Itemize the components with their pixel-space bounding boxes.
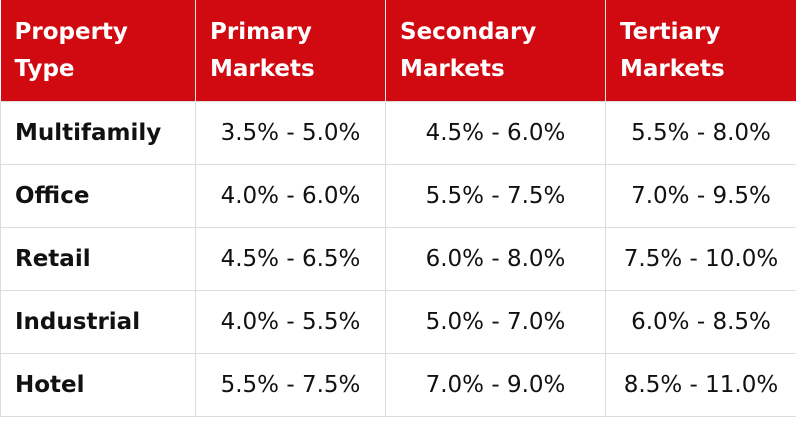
cap-rate-cell: 6.0% - 8.5% bbox=[605, 290, 796, 354]
cap-rate-cell: 6.0% - 8.0% bbox=[385, 227, 606, 291]
cap-rate-cell: 4.0% - 5.5% bbox=[195, 290, 386, 354]
table-row: Multifamily 3.5% - 5.0% 4.5% - 6.0% 5.5% - … bbox=[0, 101, 796, 165]
cap-rate-cell: 4.0% - 6.0% bbox=[195, 164, 386, 228]
cap-rate-cell: 5.5% - 8.0% bbox=[605, 101, 796, 165]
cap-rate-cell: 5.0% - 7.0% bbox=[385, 290, 606, 354]
table-row: Office 4.0% - 6.0% 5.5% - 7.5% 7.0% - 9.5% bbox=[0, 164, 796, 228]
cap-rate-cell: 7.5% - 10.0% bbox=[605, 227, 796, 291]
cap-rate-cell: 3.5% - 5.0% bbox=[195, 101, 386, 165]
header-row: Property Type Primary Markets Secondary Ma… bbox=[0, 0, 796, 102]
property-type: Retail bbox=[0, 227, 196, 291]
cap-rate-cell: 8.5% - 11.0% bbox=[605, 353, 796, 417]
cap-rate-cell: 5.5% - 7.5% bbox=[195, 353, 386, 417]
property-type: Industrial bbox=[0, 290, 196, 354]
cap-rate-cell: 5.5% - 7.5% bbox=[385, 164, 606, 228]
column-header: Secondary Markets bbox=[385, 0, 606, 102]
table-body: Multifamily 3.5% - 5.0% 4.5% - 6.0% 5.5% - … bbox=[0, 101, 796, 417]
table-row: Industrial 4.0% - 5.5% 5.0% - 7.0% 6.0% - 8… bbox=[0, 290, 796, 354]
property-type: Office bbox=[0, 164, 196, 228]
property-type: Hotel bbox=[0, 353, 196, 417]
cap-rate-cell: 7.0% - 9.0% bbox=[385, 353, 606, 417]
property-type: Multifamily bbox=[0, 101, 196, 165]
table-row: Hotel 5.5% - 7.5% 7.0% - 9.0% 8.5% - 11.0% bbox=[0, 353, 796, 417]
column-header: Tertiary Markets bbox=[605, 0, 796, 102]
cap-rate-cell: 7.0% - 9.5% bbox=[605, 164, 796, 228]
cap-rate-cell: 4.5% - 6.0% bbox=[385, 101, 606, 165]
table-row: Retail 4.5% - 6.5% 6.0% - 8.0% 7.5% - 10.0% bbox=[0, 227, 796, 291]
cap-rate-cell: 4.5% - 6.5% bbox=[195, 227, 386, 291]
column-header: Primary Markets bbox=[195, 0, 386, 102]
column-header: Property Type bbox=[0, 0, 196, 102]
